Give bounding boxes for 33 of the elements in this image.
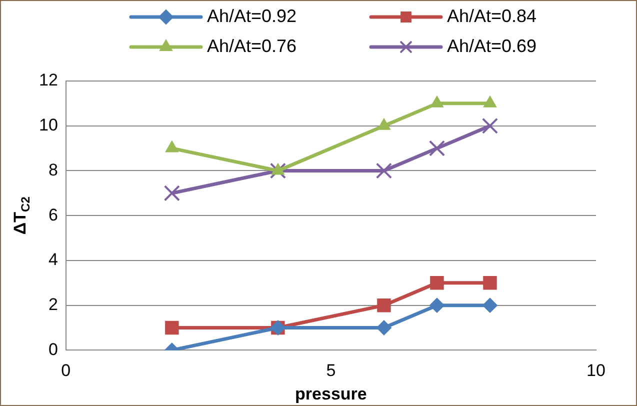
point xyxy=(428,140,446,156)
point xyxy=(483,276,497,290)
point xyxy=(165,140,178,152)
point xyxy=(482,118,498,134)
y-axis-title: ΔTC2 xyxy=(10,196,32,235)
point xyxy=(271,163,285,175)
point xyxy=(430,96,444,108)
y-tick-label: 4 xyxy=(48,250,58,270)
point xyxy=(377,298,391,312)
point xyxy=(270,162,286,179)
y-tick-label: 0 xyxy=(48,340,58,359)
legend-label: Ah/At=0.76 xyxy=(207,36,297,56)
y-tick-label: 2 xyxy=(48,295,58,314)
point xyxy=(377,118,391,130)
y-tick-label: 8 xyxy=(48,160,58,180)
legend-label: Ah/At=0.84 xyxy=(447,6,537,26)
y-tick-label: 12 xyxy=(38,70,58,90)
point xyxy=(482,298,498,313)
point xyxy=(165,320,179,335)
x-tick-label: 0 xyxy=(61,361,71,380)
y-tick-label: 6 xyxy=(48,205,58,224)
x-tick-label: 10 xyxy=(586,361,606,380)
point xyxy=(429,298,444,313)
legend-label: Ah/At=0.69 xyxy=(447,36,537,56)
point xyxy=(376,320,392,336)
legend-label: Ah/At=0.92 xyxy=(207,6,297,26)
x-tick-label: 5 xyxy=(326,361,336,380)
point xyxy=(483,96,497,108)
point xyxy=(430,276,444,290)
point xyxy=(164,185,180,202)
x-axis-title: pressure xyxy=(295,384,367,404)
y-tick-label: 10 xyxy=(38,116,58,135)
point xyxy=(376,162,392,179)
